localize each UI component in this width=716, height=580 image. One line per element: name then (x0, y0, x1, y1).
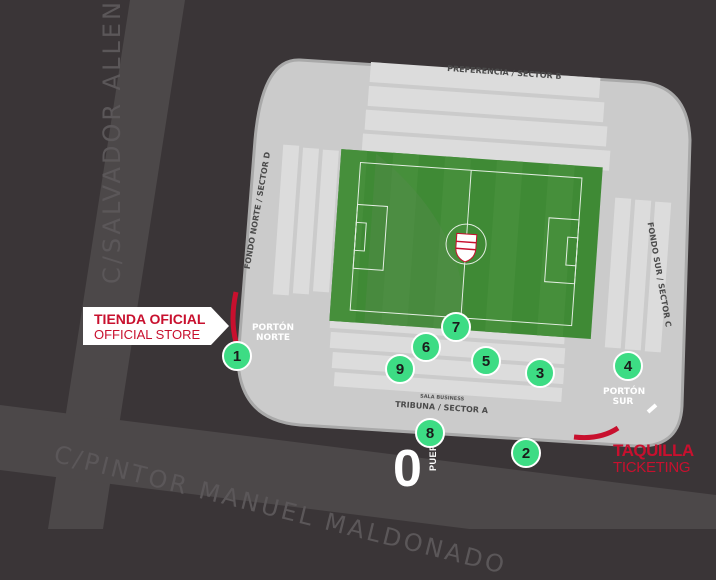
stand-sector-d (272, 144, 339, 296)
store-title: TIENDA OFICIAL (94, 311, 206, 327)
gate-badge-7[interactable]: 7 (441, 312, 471, 342)
street-salvador-allende (48, 0, 185, 529)
stand-sector-c (604, 197, 672, 353)
ticketing-marker (573, 425, 620, 441)
street-pintor-maldonado (0, 405, 716, 529)
store-subtitle: OFFICIAL STORE (94, 327, 201, 342)
ticketing-label[interactable]: TAQUILLA TICKETING (613, 441, 694, 476)
gate-badge-4[interactable]: 4 (613, 351, 643, 381)
street-label-salvador-allende: C/SALVADOR ALLENDE (98, 0, 126, 284)
porton-norte-label: PORTÓN NORTE (251, 323, 295, 343)
stand-sector-b (361, 62, 611, 171)
gate-badge-2[interactable]: 2 (511, 438, 541, 468)
store-entrance-marker (230, 291, 239, 343)
gate-badge-1[interactable]: 1 (222, 341, 252, 371)
gate-badge-6[interactable]: 6 (411, 332, 441, 362)
ticketing-subtitle: TICKETING (613, 459, 691, 476)
ticketing-title: TAQUILLA (613, 441, 694, 460)
gate-zero-number: 0 (393, 440, 422, 498)
gate-badge-8[interactable]: 8 (415, 418, 445, 448)
porton-sur-label: PORTÓN SUR (603, 387, 646, 407)
gate-badge-9[interactable]: 9 (385, 354, 415, 384)
club-crest-icon (455, 232, 478, 263)
official-store-tag[interactable]: TIENDA OFICIAL OFFICIAL STORE (83, 307, 229, 345)
stadium-map (0, 0, 716, 529)
gate-badge-5[interactable]: 5 (471, 346, 501, 376)
porton-sur-gate (646, 403, 658, 414)
gate-badge-3[interactable]: 3 (525, 358, 555, 388)
tag-shape-icon (83, 307, 229, 345)
gate-zero[interactable]: 0 PUERTA (393, 432, 438, 498)
